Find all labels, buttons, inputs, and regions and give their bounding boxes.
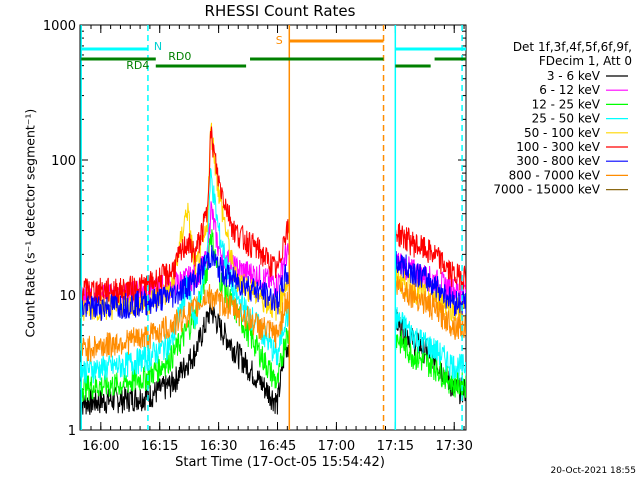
legend-header-line-2: FDecim 1, Att 0 [538, 54, 632, 68]
series-line [80, 126, 466, 304]
x-tick-label: 16:30 [200, 439, 237, 454]
legend-entry-label: 3 - 6 keV [547, 69, 601, 83]
legend-entry-label: 12 - 25 keV [532, 97, 601, 111]
legend-entry-label: 6 - 12 keV [539, 83, 601, 97]
y-tick-label: 1000 [43, 19, 76, 34]
y-axis-label: Count Rate (s⁻¹ detector segment⁻¹) [22, 108, 38, 338]
series-line [80, 276, 466, 362]
x-tick-label: 17:15 [377, 439, 414, 454]
state-label-n: N [154, 40, 162, 53]
chart-title: RHESSI Count Rates [204, 2, 356, 20]
state-label-s: S [276, 34, 283, 47]
x-tick-label: 16:00 [82, 439, 119, 454]
y-tick-label: 1 [68, 424, 76, 439]
x-axis-label: Start Time (17-Oct-05 15:54:42) [175, 455, 385, 470]
legend-entry-label: 25 - 50 keV [532, 112, 601, 126]
y-tick-label: 10 [59, 289, 76, 304]
y-tick-label: 100 [51, 154, 76, 169]
legend-entry-label: 50 - 100 keV [524, 126, 601, 140]
legend-entry-label: 300 - 800 keV [516, 154, 600, 168]
state-label-rd0: RD0 [168, 50, 191, 63]
x-tick-label: 16:15 [141, 439, 178, 454]
state-label-rd4: RD4 [126, 59, 149, 72]
plot-frame [79, 24, 467, 431]
series-line [80, 245, 466, 322]
x-tick-label: 17:30 [435, 439, 472, 454]
x-tick-label: 16:45 [259, 439, 296, 454]
x-tick-label: 17:00 [318, 439, 355, 454]
legend-header-line-1: Det 1f,3f,4f,5f,6f,9f, [512, 40, 632, 54]
legend-entry-label: 100 - 300 keV [516, 140, 600, 154]
legend-entry-label: 7000 - 15000 keV [493, 183, 600, 197]
footer-timestamp: 20-Oct-2021 18:55 [550, 466, 636, 476]
legend-entry-label: 800 - 7000 keV [509, 168, 601, 182]
